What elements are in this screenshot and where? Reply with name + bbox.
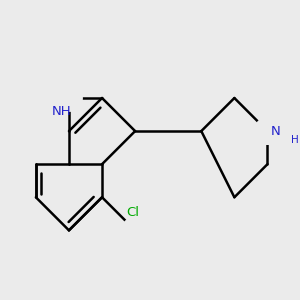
Circle shape — [122, 217, 148, 244]
Text: Cl: Cl — [126, 206, 139, 219]
Text: N: N — [271, 124, 281, 138]
Circle shape — [56, 85, 82, 111]
Text: H: H — [291, 135, 299, 145]
Text: NH: NH — [52, 105, 72, 118]
Circle shape — [254, 118, 281, 144]
